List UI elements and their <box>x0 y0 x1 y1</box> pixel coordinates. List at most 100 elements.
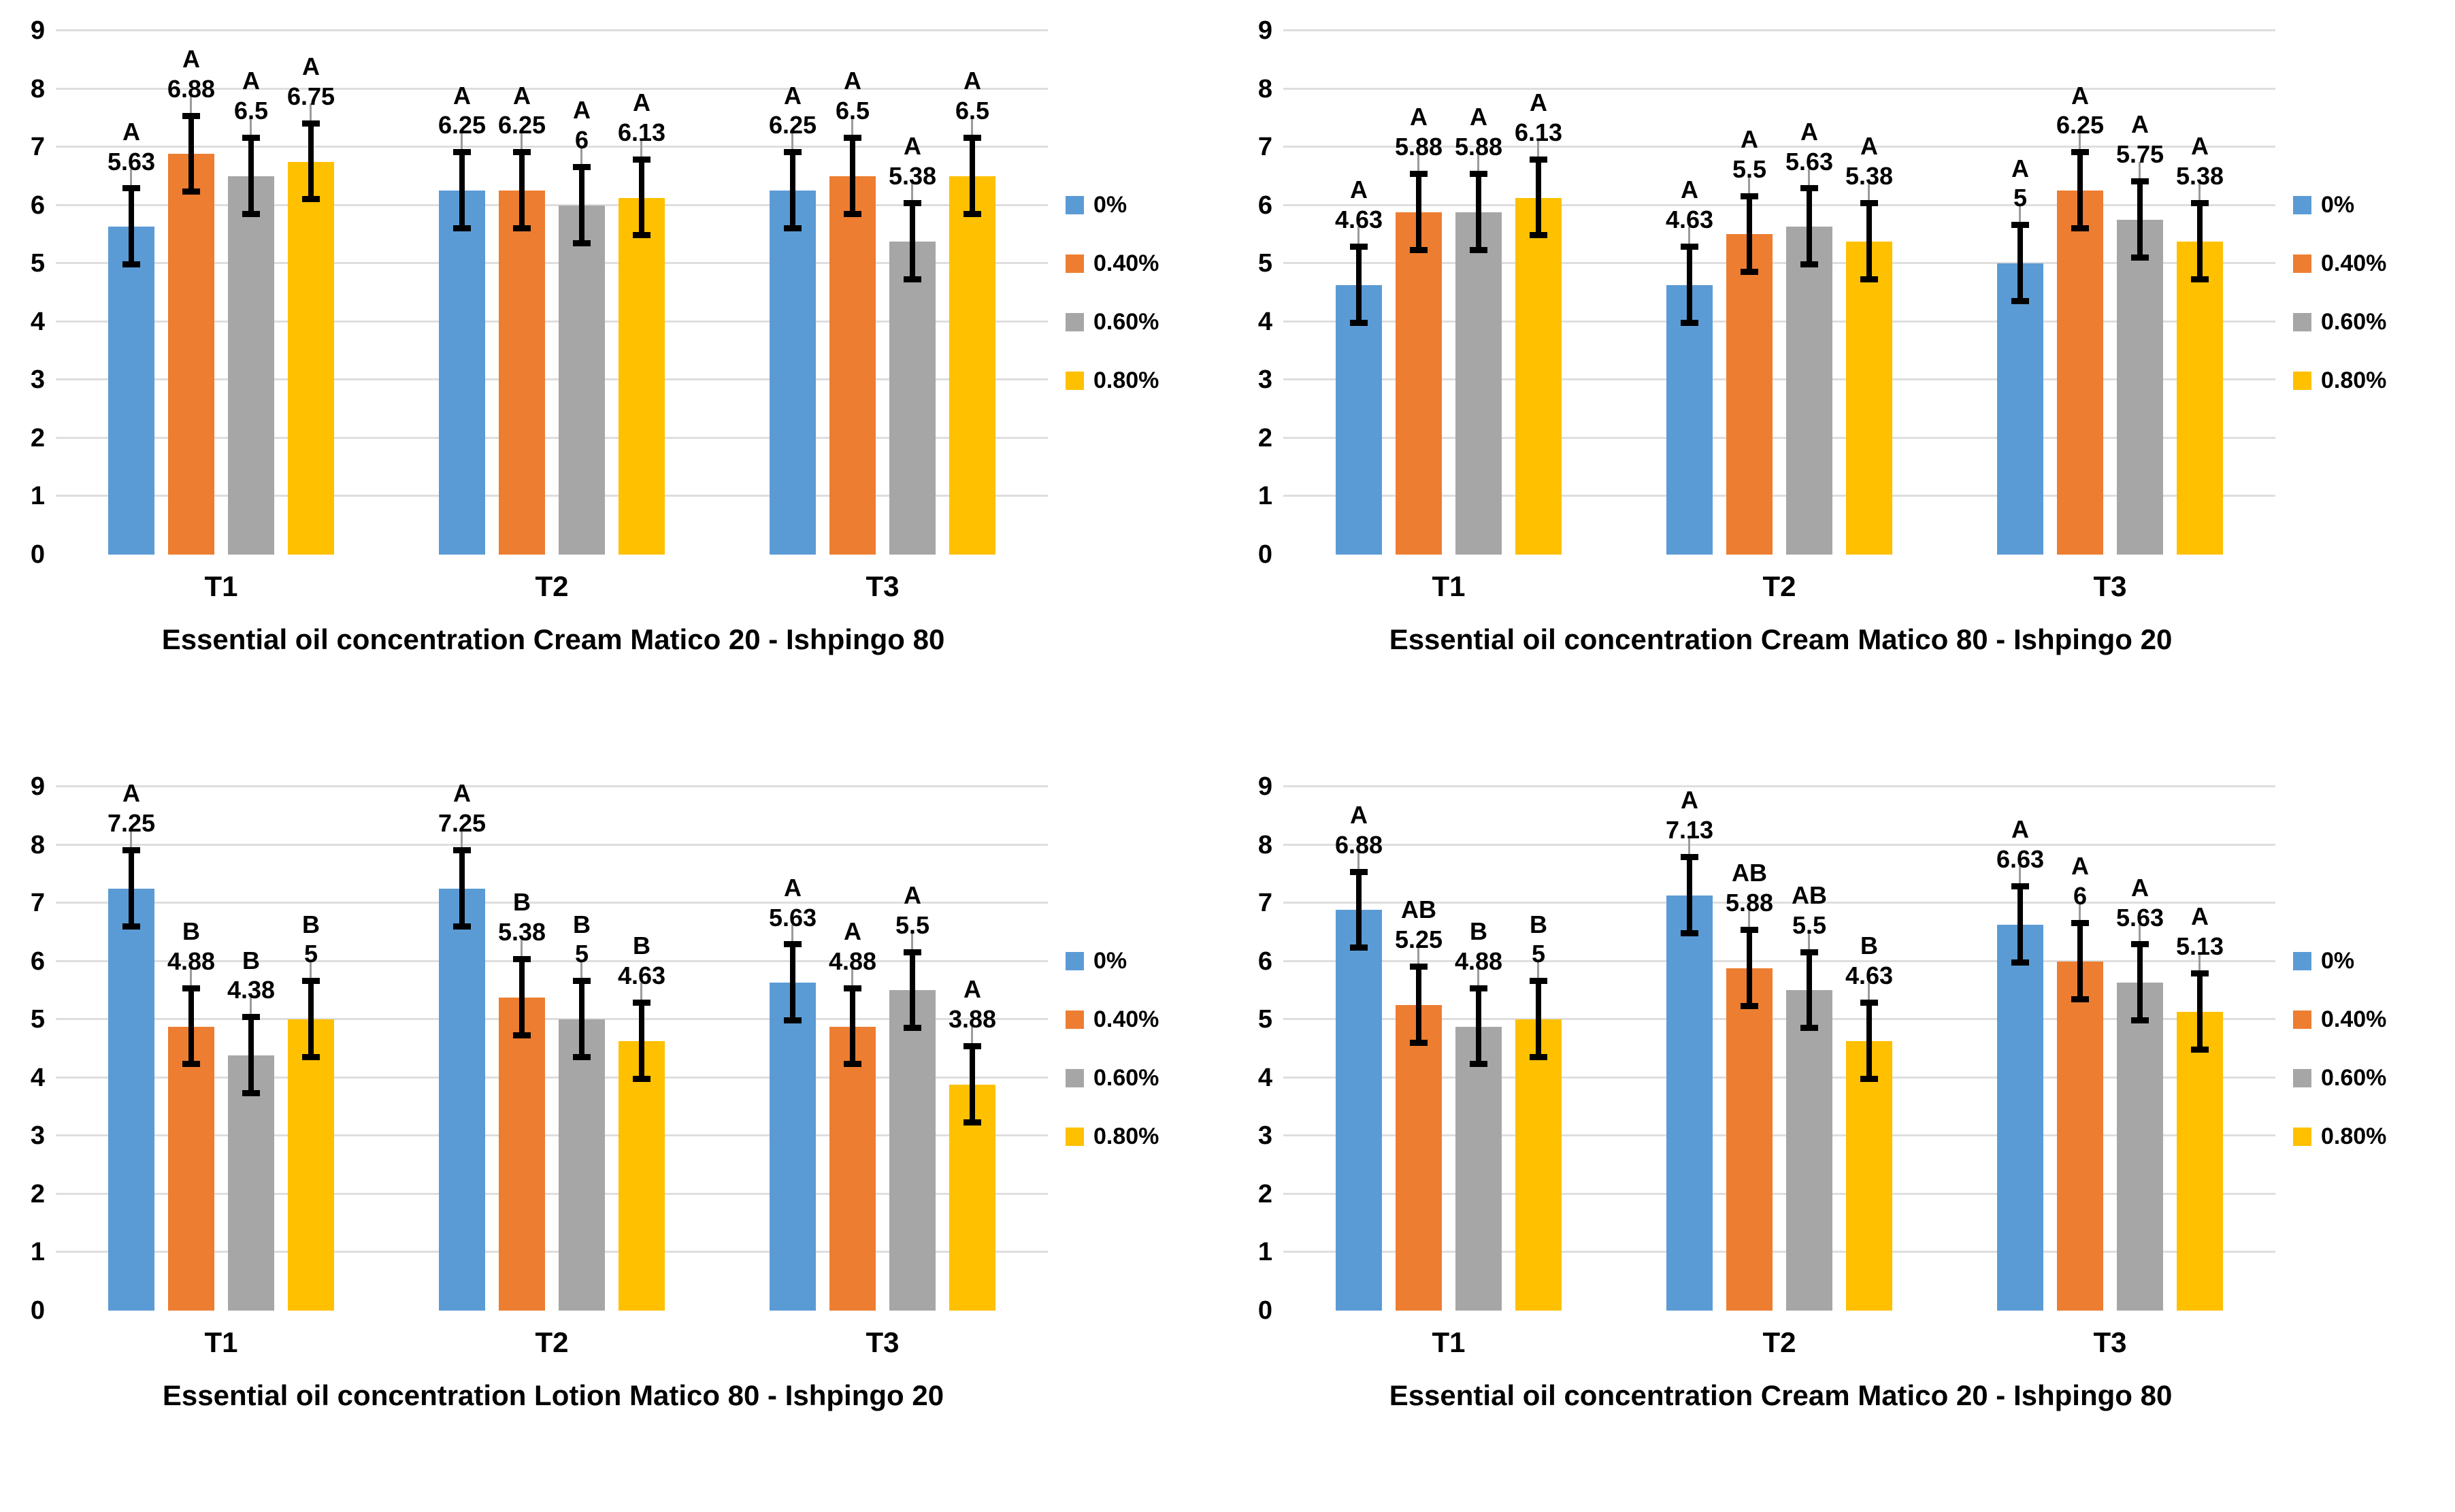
value-label: 6.25 <box>768 111 817 139</box>
legend: 0% 0.40% 0.60% 0.80% <box>2275 787 2445 1311</box>
y-tick-label: 4 <box>30 1063 45 1092</box>
significance-letter: B <box>1860 932 1878 960</box>
y-tick-label: 3 <box>30 1121 45 1151</box>
category-group: A 6.25 A 6.25 A 6 A 6.13 T2 <box>386 31 717 601</box>
y-tick-label: 6 <box>30 947 45 976</box>
bar <box>288 1019 334 1311</box>
legend-label: 0.60% <box>1093 309 1159 335</box>
error-bar <box>1807 949 1812 1032</box>
bar-slot: A 7.13 <box>1666 786 1713 1311</box>
value-label: 6.5 <box>835 97 870 125</box>
error-cap-bottom <box>904 276 921 282</box>
value-label: 5.63 <box>768 903 817 932</box>
value-label: 6.75 <box>286 82 335 110</box>
error-cap-top <box>453 847 471 853</box>
bar-cluster: A 5 A 6.25 A 5.75 A 5.38 <box>1945 31 2275 555</box>
bar-label: A 5.88 <box>1395 102 1443 162</box>
bar-label: A 5.88 <box>1455 102 1502 162</box>
error-cap-top <box>1800 949 1818 955</box>
bar-label: A 7.25 <box>438 778 486 838</box>
error-bar <box>1356 244 1362 326</box>
error-bar <box>1536 979 1541 1061</box>
significance-letter: A <box>632 88 650 116</box>
bar-label: A 6.88 <box>167 44 215 104</box>
bar-slot: A 6.25 <box>498 31 546 555</box>
error-bar <box>519 956 525 1038</box>
error-bar <box>910 200 915 282</box>
error-cap-top <box>1681 854 1698 861</box>
bar-label: B 4.88 <box>1455 917 1502 976</box>
error-cap-top <box>904 199 921 206</box>
gridline <box>1283 378 2275 381</box>
bar-slot: A 4.63 <box>1666 31 1713 555</box>
y-tick-label: 3 <box>1257 365 1272 395</box>
significance-letter: B <box>632 932 650 960</box>
gridline <box>56 320 1048 323</box>
legend-swatch <box>2293 1127 2311 1146</box>
significance-letter: A <box>2011 154 2029 182</box>
error-cap-top <box>302 978 320 985</box>
gridline <box>1283 262 2275 265</box>
category-label: T1 <box>204 570 238 602</box>
error-cap-top <box>1410 171 1428 178</box>
y-tick-label: 2 <box>30 1179 45 1209</box>
bar-label: A 4.63 <box>1666 175 1713 235</box>
legend-label: 0.40% <box>1093 250 1159 276</box>
bar <box>1396 212 1442 555</box>
error-bar <box>1476 985 1481 1068</box>
legend-label: 0% <box>2321 948 2355 974</box>
significance-letter: A <box>2190 132 2209 161</box>
error-cap-bottom <box>844 1061 861 1068</box>
bar <box>2057 961 2103 1311</box>
y-tick-label: 8 <box>30 830 45 859</box>
bar-label: A 6.5 <box>234 66 268 126</box>
y-tick-label: 0 <box>1257 540 1272 569</box>
y-tick-label: 9 <box>30 772 45 801</box>
y-tick-label: 2 <box>1257 1179 1272 1209</box>
bar-label: A 5.63 <box>769 873 817 933</box>
gridline <box>56 378 1048 381</box>
value-label: 5.88 <box>1394 133 1443 161</box>
error-cap-top <box>1350 244 1368 250</box>
bar-label: A 3.88 <box>949 974 996 1034</box>
value-label: 5.25 <box>1394 925 1443 954</box>
value-label: 5.75 <box>2115 140 2164 169</box>
error-cap-top <box>182 112 200 119</box>
gridline <box>1283 87 2275 90</box>
bar-slot: A 5.88 <box>1455 31 1502 555</box>
significance-letter: AB <box>1731 859 1767 887</box>
error-cap-top <box>1350 868 1368 875</box>
y-axis: 0 1 2 3 4 5 6 7 8 9 <box>1240 18 1283 568</box>
error-bar <box>459 847 465 930</box>
bar-label: A 4.63 <box>1335 175 1383 235</box>
bar-cluster: A 6.25 A 6.5 A 5.38 A 6.5 <box>717 31 1048 555</box>
bar <box>2057 191 2103 555</box>
bar-label: A 6.5 <box>955 66 989 126</box>
legend-label: 0.60% <box>2321 1065 2387 1091</box>
legend-item: 0.60% <box>2293 310 2445 333</box>
bar <box>1336 284 1382 555</box>
gridline <box>56 495 1048 497</box>
bar-cluster: A 4.63 A 5.5 A 5.63 A 5.38 <box>1614 31 1945 555</box>
significance-letter: B <box>512 888 531 917</box>
category-label: T1 <box>204 1326 238 1358</box>
significance-letter: A <box>1680 176 1698 204</box>
error-bar <box>1747 193 1752 276</box>
error-cap-top <box>2191 199 2209 206</box>
error-cap-top <box>453 149 471 156</box>
error-cap-top <box>1800 185 1818 192</box>
bar-label: A 6.13 <box>1515 88 1562 148</box>
error-cap-top <box>1860 199 1878 206</box>
legend-label: 0.60% <box>1093 1065 1159 1091</box>
bar <box>1336 910 1382 1311</box>
significance-letter: A <box>452 81 471 110</box>
error-cap-top <box>1860 1000 1878 1006</box>
value-label: 6.5 <box>233 97 269 125</box>
significance-letter: A <box>182 44 200 73</box>
error-cap-bottom <box>1741 269 1758 276</box>
significance-letter: A <box>963 67 981 95</box>
significance-letter: A <box>122 779 140 808</box>
